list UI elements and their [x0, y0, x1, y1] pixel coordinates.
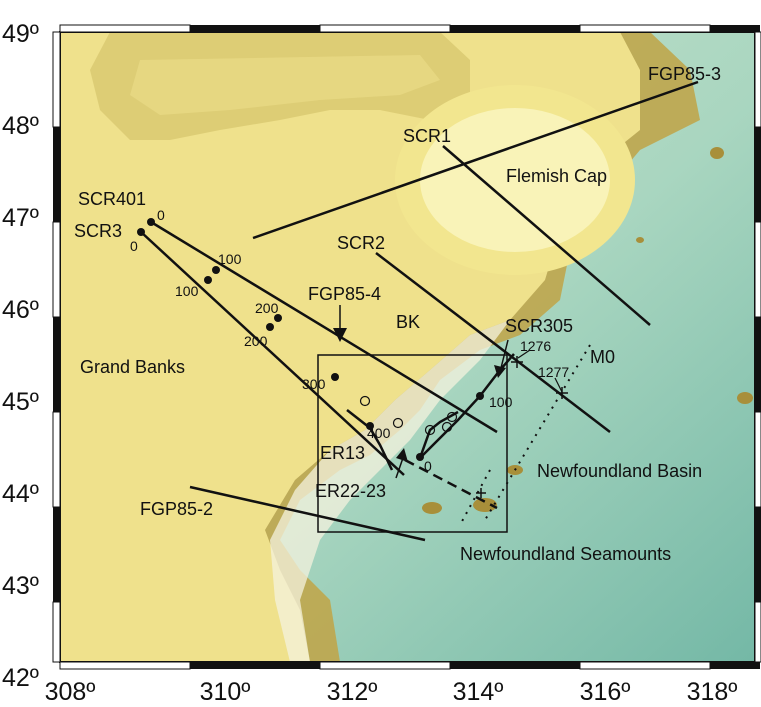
obs-markers [359, 395, 458, 436]
km-label: 1276 [520, 338, 551, 354]
arrowhead [333, 328, 347, 342]
cross-markers [476, 356, 568, 498]
x-tick: 316º [580, 678, 631, 706]
label-fgp85-4: FGP85-4 [308, 284, 381, 304]
km-label: 0 [157, 207, 165, 223]
y-tick: 43º [2, 572, 39, 600]
km-1277-leader [554, 377, 563, 393]
y-tick: 48º [2, 112, 39, 140]
km-label: 200 [255, 300, 279, 316]
label-nf-basin: Newfoundland Basin [537, 461, 702, 481]
obs-circle [359, 395, 371, 407]
km-label: 1277 [538, 364, 569, 380]
km-dot [204, 276, 212, 284]
arrowhead [494, 365, 506, 378]
y-tick: 49º [2, 20, 39, 48]
label-scr305: SCR305 [505, 316, 573, 336]
x-tick: 314º [453, 678, 504, 706]
x-tick: 318º [687, 678, 738, 706]
km-label: 100 [218, 251, 242, 267]
label-er22-23: ER22-23 [315, 481, 386, 501]
km-label: 100 [175, 283, 199, 299]
line-scr401 [150, 220, 498, 434]
km-dot [416, 453, 424, 461]
label-grand-banks: Grand Banks [80, 357, 185, 377]
km-label: 300 [302, 376, 326, 392]
km-dot [147, 218, 155, 226]
label-nf-seamounts: Newfoundland Seamounts [460, 544, 671, 564]
km-label: 0 [424, 458, 432, 474]
x-tick: 308º [45, 678, 96, 706]
km-label: 0 [130, 238, 138, 254]
line-er22-23 [418, 410, 459, 459]
km-dot [331, 373, 339, 381]
label-m0: M0 [590, 347, 615, 367]
line-fgp85-2 [189, 485, 426, 542]
label-bk: BK [396, 312, 420, 332]
label-scr2: SCR2 [337, 233, 385, 253]
y-tick: 45º [2, 388, 39, 416]
map-frame [52, 24, 761, 670]
x-tick: 312º [327, 678, 378, 706]
km-markers [137, 218, 484, 461]
line-er13 [346, 409, 394, 471]
arrowheads [333, 328, 506, 462]
line-scr1 [442, 145, 651, 326]
km-1276-leader [517, 349, 531, 359]
x-tick: 310º [200, 678, 251, 706]
label-flemish-cap: Flemish Cap [506, 166, 607, 186]
line-er-dashed [404, 458, 498, 510]
obs-circle [424, 424, 436, 436]
y-tick: 47º [2, 204, 39, 232]
study-area-box [317, 354, 508, 533]
label-fgp85-3: FGP85-3 [648, 64, 721, 84]
km-label: 200 [244, 333, 268, 349]
y-tick: 42º [2, 664, 39, 692]
km-dot [137, 228, 145, 236]
km-dot [274, 314, 282, 322]
km-label: 100 [489, 394, 513, 410]
label-scr1: SCR1 [403, 126, 451, 146]
y-tick: 44º [2, 480, 39, 508]
line-scr2 [375, 252, 611, 433]
obs-circle [392, 417, 404, 429]
line-fgp85-3 [252, 80, 699, 240]
km-label: 400 [367, 425, 391, 441]
line-scr3 [140, 231, 405, 476]
y-tick: 46º [2, 296, 39, 324]
x-axis-labels: 308º 310º 312º 314º 316º 318º [45, 678, 738, 706]
arrow-scr305 [499, 339, 509, 373]
km-dot [366, 422, 374, 430]
label-scr3: SCR3 [74, 221, 122, 241]
seismic-lines [140, 80, 699, 542]
arrowhead [396, 448, 408, 462]
label-fgp85-2: FGP85-2 [140, 499, 213, 519]
km-dot [266, 323, 274, 331]
label-scr401: SCR401 [78, 189, 146, 209]
obs-circle [446, 411, 458, 423]
obs-circle [441, 421, 453, 433]
km-dot [476, 392, 484, 400]
y-axis-labels: 49º 48º 47º 46º 45º 44º 43º 42º [2, 20, 39, 692]
label-er13: ER13 [320, 443, 365, 463]
km-dot [212, 266, 220, 274]
